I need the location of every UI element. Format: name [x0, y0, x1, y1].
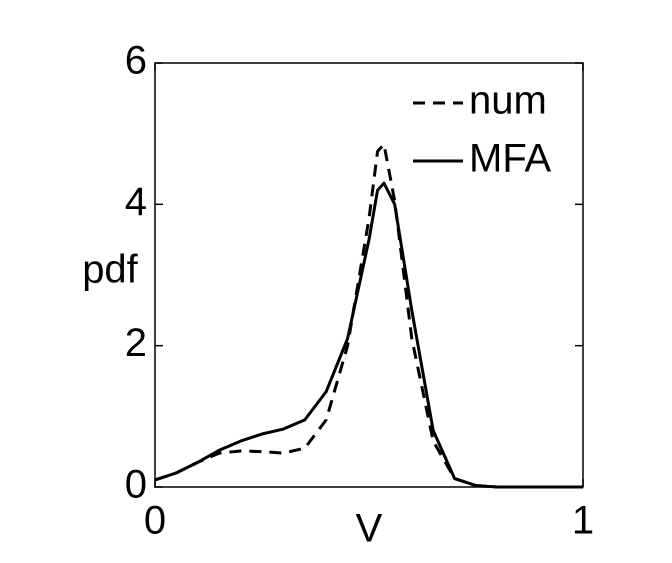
- axes-box: [154, 62, 584, 488]
- y-tick-label: 6: [125, 39, 147, 83]
- x-tick-label: 1: [572, 499, 594, 543]
- legend-label: MFA: [469, 137, 552, 181]
- series-line: [154, 181, 583, 489]
- y-axis-label: pdf: [82, 248, 138, 292]
- y-tick-label: 4: [125, 180, 147, 224]
- y-tick-label: 0: [125, 463, 147, 507]
- x-tick-label: 0: [144, 499, 166, 543]
- series-line: [154, 142, 583, 489]
- legend-label: num: [469, 79, 547, 123]
- y-tick-label: 2: [125, 321, 147, 365]
- x-axis-label: V: [356, 507, 383, 551]
